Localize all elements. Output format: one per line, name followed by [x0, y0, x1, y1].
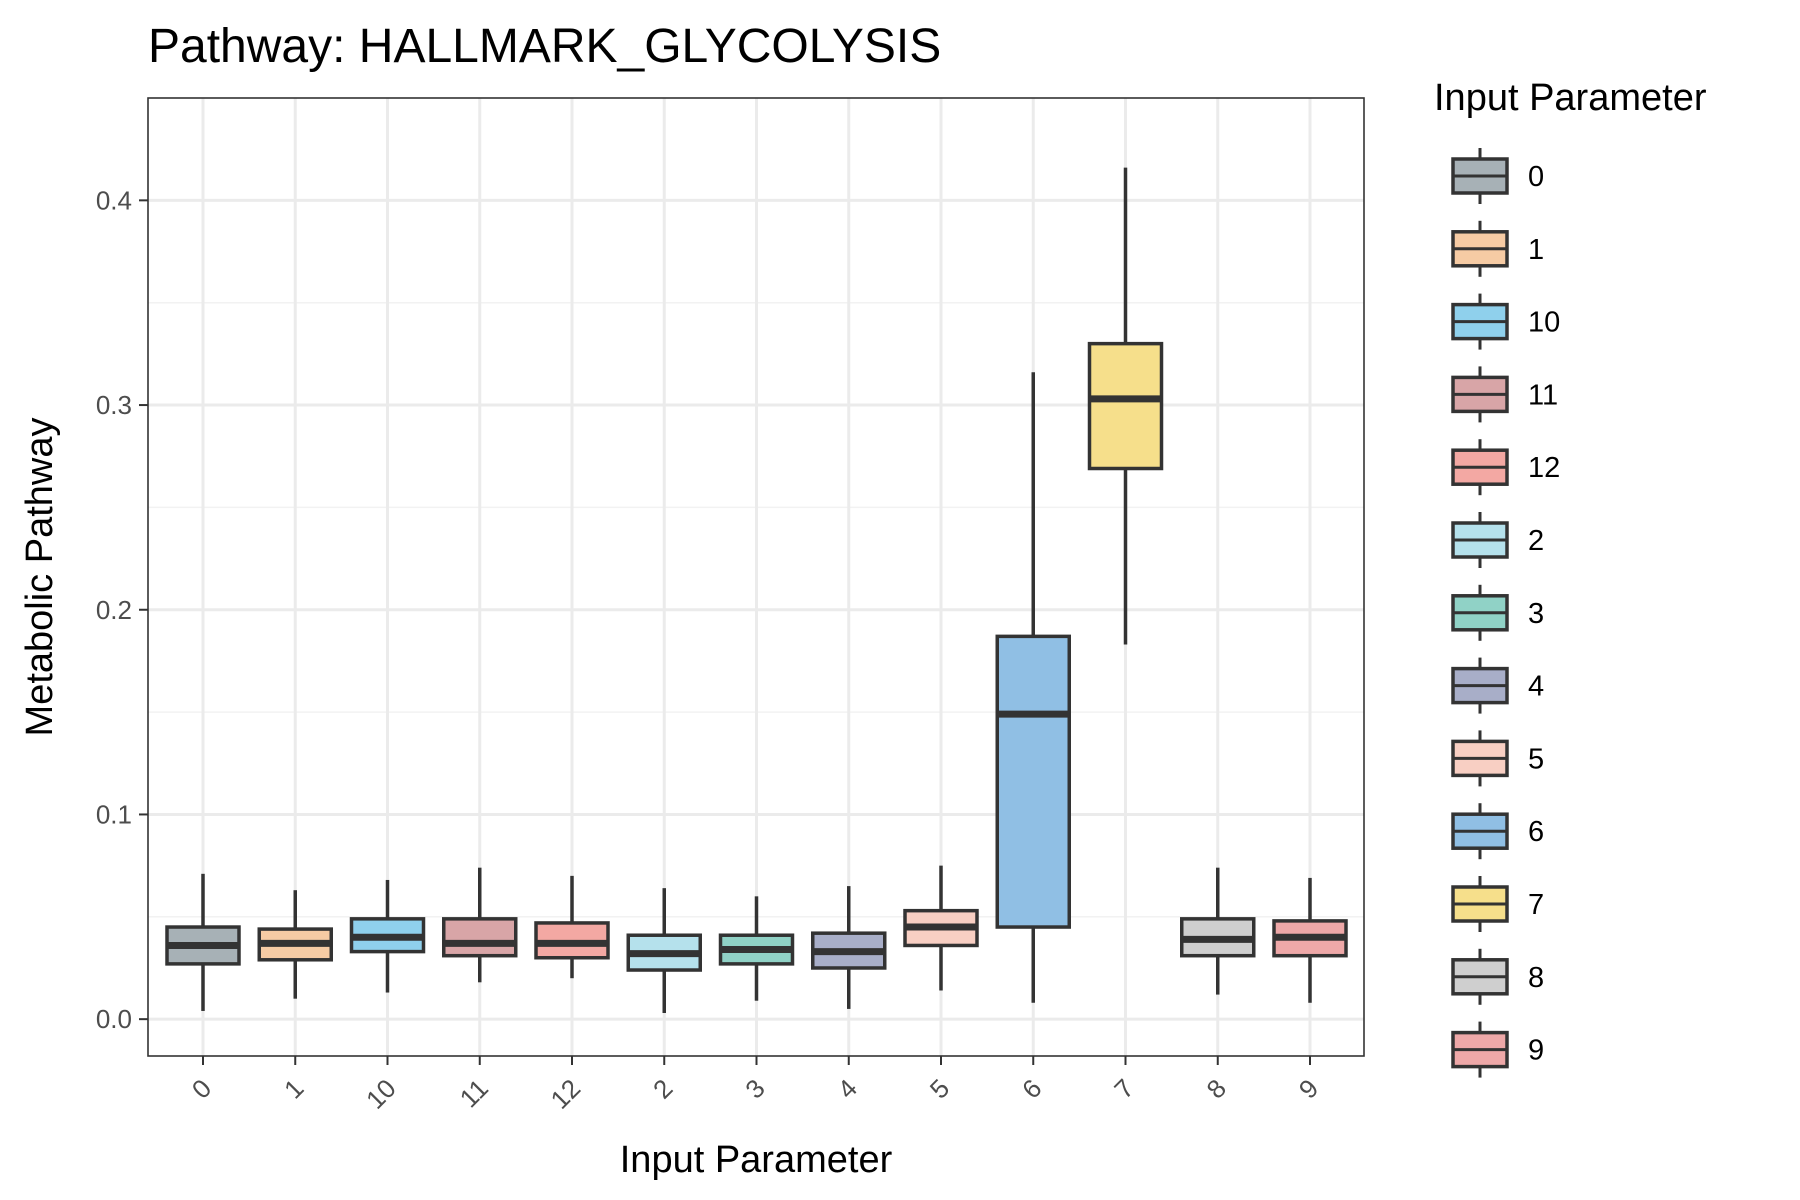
- box-5: [903, 865, 979, 991]
- x-tick-label: 0: [186, 1073, 217, 1104]
- box-2: [626, 888, 702, 1014]
- y-axis: 0.0 0.1 0.2 0.3 0.4: [96, 185, 148, 1034]
- x-axis-title: Input Parameter: [620, 1139, 893, 1181]
- x-tick-label: 5: [924, 1073, 955, 1104]
- x-tick-label: 10: [360, 1073, 402, 1115]
- legend-item-1: 1: [1451, 220, 1544, 277]
- y-tick-label: 0.3: [96, 390, 132, 420]
- y-axis-title: Metabolic Pathway: [19, 418, 61, 737]
- legend-label: 6: [1528, 816, 1544, 848]
- legend-item-0: 0: [1451, 148, 1544, 204]
- legend-item-9: 9: [1451, 1021, 1544, 1078]
- legend-label: 0: [1528, 161, 1544, 193]
- x-tick-label: 12: [545, 1073, 587, 1115]
- box-4: [811, 886, 887, 1009]
- legend-item-11: 11: [1451, 366, 1558, 423]
- x-axis: 0 1 10 11 12 2 3 4 5 6 7 8 9: [186, 1056, 1324, 1115]
- y-tick-label: 0.4: [96, 185, 132, 215]
- legend-label: 3: [1528, 598, 1544, 630]
- legend-item-12: 12: [1451, 439, 1560, 496]
- legend-label: 5: [1528, 743, 1544, 775]
- box-body: [442, 917, 518, 958]
- x-tick-label: 3: [739, 1073, 770, 1104]
- x-tick-label: 7: [1108, 1073, 1139, 1104]
- legend: 0 1 10 11 12 2 3 4 5 6 7 8 9: [1451, 148, 1560, 1078]
- legend-label: 12: [1528, 452, 1560, 484]
- x-tick-label: 1: [278, 1073, 309, 1104]
- box-1: [257, 890, 333, 999]
- boxes: [165, 167, 1348, 1014]
- legend-item-5: 5: [1451, 730, 1544, 787]
- box-12: [534, 875, 610, 979]
- x-tick-label: 9: [1293, 1073, 1324, 1104]
- x-tick-label: 2: [647, 1073, 678, 1104]
- box-body: [1087, 341, 1164, 471]
- x-tick-label: 4: [832, 1073, 863, 1104]
- legend-item-10: 10: [1451, 293, 1560, 350]
- x-tick-label: 6: [1016, 1073, 1047, 1104]
- chart-title: Pathway: HALLMARK_GLYCOLYSIS: [148, 20, 941, 73]
- box-8: [1180, 867, 1256, 995]
- y-tick-label: 0.1: [96, 799, 132, 829]
- legend-label: 1: [1528, 234, 1544, 266]
- x-tick-label: 11: [454, 1073, 494, 1113]
- box-9: [1272, 877, 1348, 1003]
- legend-label: 11: [1528, 379, 1558, 411]
- legend-item-7: 7: [1451, 876, 1544, 932]
- legend-item-3: 3: [1451, 584, 1544, 641]
- legend-label: 4: [1528, 671, 1544, 703]
- legend-item-2: 2: [1451, 512, 1544, 568]
- legend-item-8: 8: [1451, 948, 1544, 1005]
- box-0: [165, 873, 241, 1011]
- legend-label: 9: [1528, 1035, 1544, 1067]
- legend-title: Input Parameter: [1434, 77, 1707, 119]
- legend-label: 8: [1528, 962, 1544, 994]
- y-tick-label: 0.2: [96, 595, 132, 625]
- legend-item-4: 4: [1451, 657, 1544, 714]
- box-6: [995, 372, 1071, 1003]
- legend-item-6: 6: [1451, 803, 1544, 860]
- box-7: [1087, 167, 1164, 645]
- legend-label: 10: [1528, 307, 1560, 339]
- box-3: [718, 896, 795, 1001]
- box-body: [995, 634, 1071, 929]
- y-tick-label: 0.0: [96, 1004, 132, 1034]
- x-tick-label: 8: [1201, 1073, 1232, 1104]
- box-10: [349, 879, 426, 993]
- legend-label: 2: [1528, 525, 1544, 557]
- legend-label: 7: [1528, 889, 1544, 921]
- box-11: [442, 867, 518, 983]
